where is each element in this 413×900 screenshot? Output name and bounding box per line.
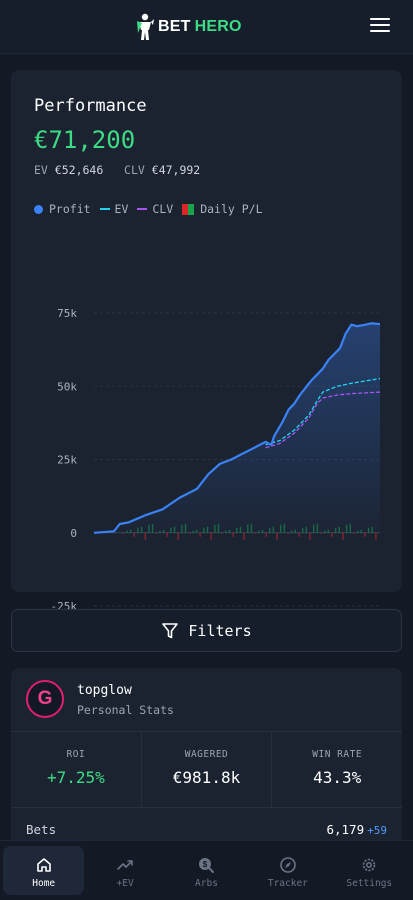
daily-pl-bar (265, 532, 267, 537)
top-bar: BET HERO (0, 0, 413, 54)
clv-label: CLV (124, 163, 145, 177)
daily-pl-bar (122, 532, 124, 534)
metric-roi: ROI +7.25% (11, 732, 142, 807)
nav-item-settings[interactable]: Settings (329, 846, 410, 895)
performance-card: Performance €71,200 EV €52,646 CLV €47,9… (11, 70, 402, 632)
daily-pl-bar (177, 532, 179, 540)
nav-item-arbs[interactable]: $ Arbs (166, 846, 247, 895)
daily-pl-bar (309, 532, 311, 540)
y-tick-label: 0 (70, 527, 77, 540)
svg-text:$: $ (203, 860, 208, 869)
home-icon (36, 858, 51, 872)
daily-pl-bar (199, 532, 201, 537)
stats-metrics: ROI +7.25% WAGERED €981.8k WIN RATE 43.3… (11, 731, 402, 808)
daily-pl-bar (155, 532, 157, 534)
legend-daily-pl[interactable]: Daily P/L (182, 202, 263, 216)
avatar-letter: G (37, 688, 53, 709)
performance-value: €71,200 (34, 126, 136, 154)
filters-button[interactable]: Filters (11, 609, 402, 652)
daily-pl-bar (133, 532, 135, 537)
funnel-icon (162, 622, 179, 638)
daily-pl-bar (232, 532, 234, 537)
roi-value: +7.25% (46, 768, 105, 787)
ev-label: EV (34, 163, 48, 177)
daily-pl-bar (342, 532, 344, 540)
dollar-search-icon: $ (199, 858, 215, 873)
daily-pl-bar (254, 532, 256, 534)
logo-word-hero: HERO (194, 18, 242, 35)
nav-item-tracker[interactable]: Tracker (247, 846, 328, 895)
daily-pl-bar (188, 532, 190, 534)
metric-win-rate: WIN RATE 43.3% (272, 732, 402, 807)
daily-pl-bar (320, 532, 322, 534)
ev-value: €52,646 (54, 163, 104, 177)
profit-area (94, 323, 380, 533)
hero-mascot-icon (137, 13, 154, 40)
series-line-ev (265, 377, 381, 446)
roi-label: ROI (66, 749, 86, 760)
metric-wagered: WAGERED €981.8k (142, 732, 273, 807)
legend-dash-icon (99, 208, 110, 210)
daily-pl-bar (221, 532, 223, 534)
gear-icon (362, 858, 376, 872)
y-tick-label: 25k (57, 454, 77, 467)
daily-pl-bar (287, 532, 289, 534)
trend-up-icon (117, 860, 133, 870)
daily-pl-bar (331, 532, 333, 537)
legend-ev[interactable]: EV (99, 202, 128, 216)
win-rate-value: 43.3% (313, 768, 362, 787)
username: topglow (77, 683, 132, 698)
daily-pl-bar (353, 532, 355, 534)
series-line-clv (265, 391, 381, 449)
legend-dot-icon (34, 204, 43, 214)
clv-value: €47,992 (151, 163, 201, 177)
legend-dash-icon (137, 208, 148, 210)
bets-row: Bets 6,179 +59 (26, 822, 387, 837)
daily-pl-bar (210, 532, 212, 540)
bets-delta: +59 (367, 824, 387, 837)
performance-title: Performance (34, 96, 147, 116)
bottom-nav: Home +EV $ Arbs Tracker Settings (0, 840, 413, 900)
hamburger-menu-icon[interactable] (370, 18, 390, 36)
daily-pl-bar (298, 532, 300, 537)
daily-pl-bar (375, 532, 377, 540)
logo-word-bet: BET (158, 18, 191, 35)
avatar[interactable]: G (26, 680, 64, 718)
daily-pl-bar (243, 532, 245, 540)
wagered-label: WAGERED (184, 749, 229, 760)
nav-item-ev[interactable]: +EV (84, 846, 165, 895)
performance-chart: 75k50k25k0-25k08/12/202303/10/202416/02/… (51, 307, 381, 632)
series-line-profit (93, 322, 381, 534)
legend-bars-icon (182, 203, 195, 215)
compass-icon (280, 857, 296, 873)
bet-hero-logo[interactable]: BET HERO (136, 12, 242, 42)
bets-label: Bets (26, 822, 57, 837)
nav-item-home[interactable]: Home (3, 846, 85, 895)
wagered-value: €981.8k (172, 768, 241, 787)
filters-label: Filters (188, 621, 252, 640)
bets-count: 6,179 +59 (326, 822, 387, 837)
win-rate-label: WIN RATE (312, 749, 363, 760)
y-tick-label: 75k (57, 307, 77, 320)
legend-clv[interactable]: CLV (137, 202, 173, 216)
chart-legend: Profit EV CLV Daily P/L (34, 202, 272, 216)
daily-pl-bar (276, 532, 278, 540)
user-subtitle: Personal Stats (77, 703, 174, 717)
daily-pl-bar (166, 532, 168, 537)
daily-pl-bar (364, 532, 366, 537)
ev-clv-summary: EV €52,646 CLV €47,992 (34, 163, 200, 177)
daily-pl-bar (144, 532, 146, 540)
y-tick-label: 50k (57, 380, 77, 393)
legend-profit[interactable]: Profit (34, 202, 91, 216)
